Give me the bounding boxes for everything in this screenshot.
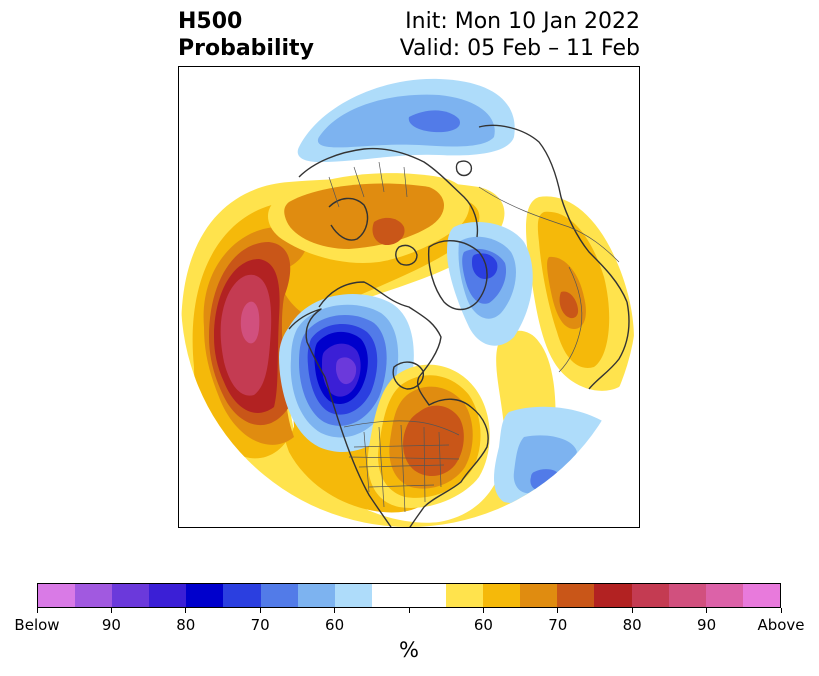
colorbar-segment xyxy=(149,584,187,607)
colorbar-tick xyxy=(706,608,708,613)
colorbar-tick-label: 90 xyxy=(101,616,121,634)
contour-above-90-pacific xyxy=(240,301,260,344)
contour-below-70-atlantic xyxy=(530,469,559,490)
colorbar-segment xyxy=(668,584,706,607)
colorbar xyxy=(37,583,781,608)
border-us-canada xyxy=(343,420,460,436)
coastline-europe xyxy=(298,147,479,238)
contour-below-65-arctic xyxy=(317,94,495,148)
colorbar-tick-label: 70 xyxy=(250,616,270,634)
colorbar-tick xyxy=(631,608,633,613)
colorbar-tick xyxy=(110,608,112,613)
coastline-alaska xyxy=(288,308,326,378)
colorbar-segment xyxy=(446,584,484,607)
colorbar-segment xyxy=(483,584,521,607)
coastline-arctic-islands xyxy=(395,244,418,266)
border-russia xyxy=(478,186,620,263)
border-europe xyxy=(328,161,408,208)
colorbar-segment xyxy=(408,584,447,607)
contour-below-90-westna xyxy=(336,357,357,385)
colorbar-tick-label: 70 xyxy=(548,616,568,634)
contour-above-75-siberia xyxy=(559,291,579,319)
colorbar-segment xyxy=(260,584,298,607)
colorbar-segment xyxy=(112,584,150,607)
colorbar-segment xyxy=(75,584,113,607)
coastline-greenland xyxy=(427,240,488,311)
colorbar-tick xyxy=(482,608,484,613)
colorbar-tick-label: 80 xyxy=(176,616,196,634)
coastline-east-asia xyxy=(588,301,630,390)
coastline-svalbard xyxy=(455,160,473,177)
contour-below-70-arctic xyxy=(408,110,460,133)
colorbar-segment xyxy=(371,584,409,607)
coastline-north-america xyxy=(318,281,489,527)
colorbar-tick-label: 60 xyxy=(325,616,345,634)
probability-shading xyxy=(181,78,634,527)
colorbar-segment xyxy=(557,584,595,607)
colorbar-segment xyxy=(631,584,669,607)
colorbar-tick xyxy=(36,608,38,613)
colorbar-tick xyxy=(780,608,782,613)
colorbar-segment xyxy=(705,584,743,607)
colorbar-segment xyxy=(742,584,780,607)
map-title: H500 Probability xyxy=(178,8,314,62)
contour-below-75-canada-arctic xyxy=(472,253,498,279)
init-time: Init: Mon 10 Jan 2022 xyxy=(405,9,640,34)
colorbar-segment xyxy=(520,584,558,607)
coastline-west-coast xyxy=(324,376,392,527)
border-us-states-2 xyxy=(348,431,460,493)
colorbar-tick xyxy=(334,608,336,613)
run-info: Init: Mon 10 Jan 2022 Valid: 05 Feb – 11… xyxy=(380,8,640,62)
coastlines xyxy=(288,124,630,527)
coastline-scandinavia xyxy=(328,197,369,241)
political-borders xyxy=(328,161,620,513)
border-us-states-1 xyxy=(353,424,450,513)
colorbar-segment xyxy=(223,584,261,607)
probability-map xyxy=(178,66,640,528)
coastline-hudson-bay xyxy=(392,361,424,390)
colorbar-tick-label: 80 xyxy=(622,616,642,634)
colorbar-tick-label: Below xyxy=(14,616,60,634)
map-canvas xyxy=(181,78,634,527)
colorbar-tick xyxy=(259,608,261,613)
title-product: Probability xyxy=(178,36,314,61)
colorbar-tick xyxy=(557,608,559,613)
contour-above-75-europe xyxy=(372,217,405,245)
title-variable: H500 xyxy=(178,9,243,34)
contour-below-65-atlantic xyxy=(513,435,577,494)
colorbar-segment xyxy=(38,584,76,607)
colorbar-tick-label: 60 xyxy=(473,616,493,634)
colorbar-segment xyxy=(186,584,224,607)
colorbar-tick xyxy=(185,608,187,613)
colorbar-segment xyxy=(297,584,335,607)
colorbar-tick-label: 90 xyxy=(697,616,717,634)
colorbar-tick-label: Above xyxy=(757,616,805,634)
colorbar-tick xyxy=(408,608,410,613)
colorbar-unit-label: % xyxy=(399,638,419,662)
coastline-asia xyxy=(478,124,628,303)
colorbar-segment xyxy=(334,584,372,607)
border-china xyxy=(558,266,583,373)
colorbar-segment xyxy=(594,584,632,607)
valid-period: Valid: 05 Feb – 11 Feb xyxy=(399,36,640,61)
